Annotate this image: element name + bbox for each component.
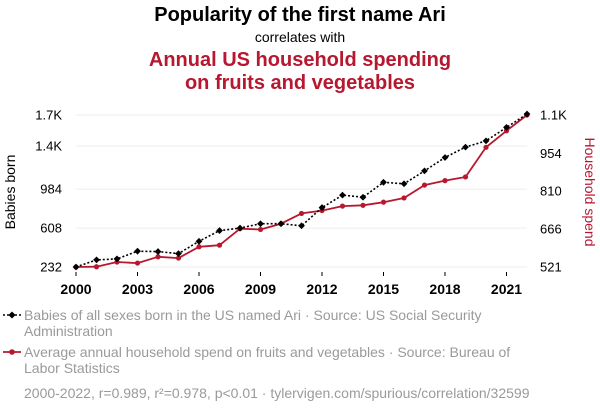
x-tick-label: 2021 [491, 281, 522, 297]
x-tick-label: 2000 [60, 281, 91, 297]
data-point-babies [154, 248, 162, 255]
data-point-babies [93, 256, 100, 264]
x-tick-label: 2015 [368, 281, 399, 297]
x-axis: 2000 2003 2006 2009 2012 2015 2018 2021 [60, 272, 522, 297]
data-point-babies [503, 124, 510, 131]
right-tick-label: 521 [540, 260, 562, 275]
legend-text-babies-line-1: Babies of all sexes born in the US named… [24, 307, 482, 323]
data-point-babies [462, 143, 469, 151]
data-point-babies [72, 263, 80, 271]
series-line-spend [75, 114, 528, 268]
legend-item-babies: Babies of all sexes born in the US named… [3, 307, 482, 339]
left-tick-label: 1.4K [35, 139, 62, 154]
right-axis-label: Household spend [582, 138, 598, 247]
data-point-spend [421, 182, 428, 188]
data-point-spend [216, 242, 223, 248]
x-tick-label: 2018 [429, 281, 460, 297]
right-axis: 521 666 810 954 1.1K [540, 108, 567, 275]
data-point-spend [462, 174, 469, 180]
chart-title: Popularity of the first name Ari [154, 4, 446, 26]
left-tick-label: 1.7K [35, 108, 62, 123]
series-layer [72, 110, 531, 271]
right-tick-label: 1.1K [540, 108, 567, 123]
data-point-babies [236, 224, 244, 232]
data-point-babies [339, 191, 346, 199]
data-point-spend [155, 254, 161, 260]
data-point-babies [195, 237, 203, 245]
legend-text-spend-line-2: Labor Statistics [24, 360, 120, 376]
data-point-spend [360, 202, 366, 208]
right-tick-label: 810 [540, 184, 562, 199]
data-point-spend [442, 178, 448, 184]
right-tick-label: 954 [540, 146, 562, 161]
legend-swatch-marker-babies [8, 311, 16, 319]
chart-footnote: 2000-2022, r=0.989, r²=0.978, p<0.01 · t… [24, 385, 530, 401]
x-tick-label: 2003 [122, 281, 153, 297]
data-point-babies [441, 154, 449, 161]
data-point-spend [93, 264, 100, 270]
data-point-babies [257, 220, 264, 228]
data-point-babies [359, 193, 367, 201]
left-axis: 232 608 984 1.4K 1.7K [35, 108, 62, 275]
legend-swatch-marker-spend [9, 349, 15, 355]
data-point-spend [380, 199, 387, 205]
data-point-spend [483, 144, 489, 150]
data-point-spend [339, 203, 346, 209]
left-axis-label: Babies born [2, 155, 18, 230]
right-tick-label: 666 [540, 221, 562, 236]
legend-item-spend: Average annual household spend on fruits… [3, 344, 510, 376]
data-point-spend [298, 210, 305, 217]
x-tick-label: 2009 [245, 281, 276, 297]
gridlines [76, 114, 527, 268]
series-line-babies [75, 113, 528, 268]
data-point-babies [277, 220, 285, 228]
x-tick-label: 2006 [183, 281, 214, 297]
data-point-babies [298, 222, 305, 230]
data-point-spend [196, 244, 202, 250]
data-point-spend [134, 260, 141, 266]
data-point-babies [175, 250, 182, 258]
data-point-babies [216, 227, 223, 234]
left-tick-label: 608 [40, 221, 62, 236]
left-tick-label: 984 [40, 182, 62, 197]
data-point-spend [175, 255, 182, 261]
data-point-spend [401, 195, 407, 201]
legend-text-spend-line-1: Average annual household spend on fruits… [24, 344, 510, 360]
data-point-babies [400, 180, 408, 188]
x-tick-label: 2012 [306, 281, 337, 297]
legend-text-babies-line-2: Administration [24, 323, 113, 339]
left-tick-label: 232 [40, 260, 62, 275]
chart-headline-line-2: on fruits and vegetables [185, 72, 415, 94]
data-point-spend [257, 226, 264, 233]
chart-connector: correlates with [255, 29, 345, 45]
data-point-babies [134, 247, 141, 255]
chart-headline-line-1: Annual US household spending [149, 49, 451, 71]
